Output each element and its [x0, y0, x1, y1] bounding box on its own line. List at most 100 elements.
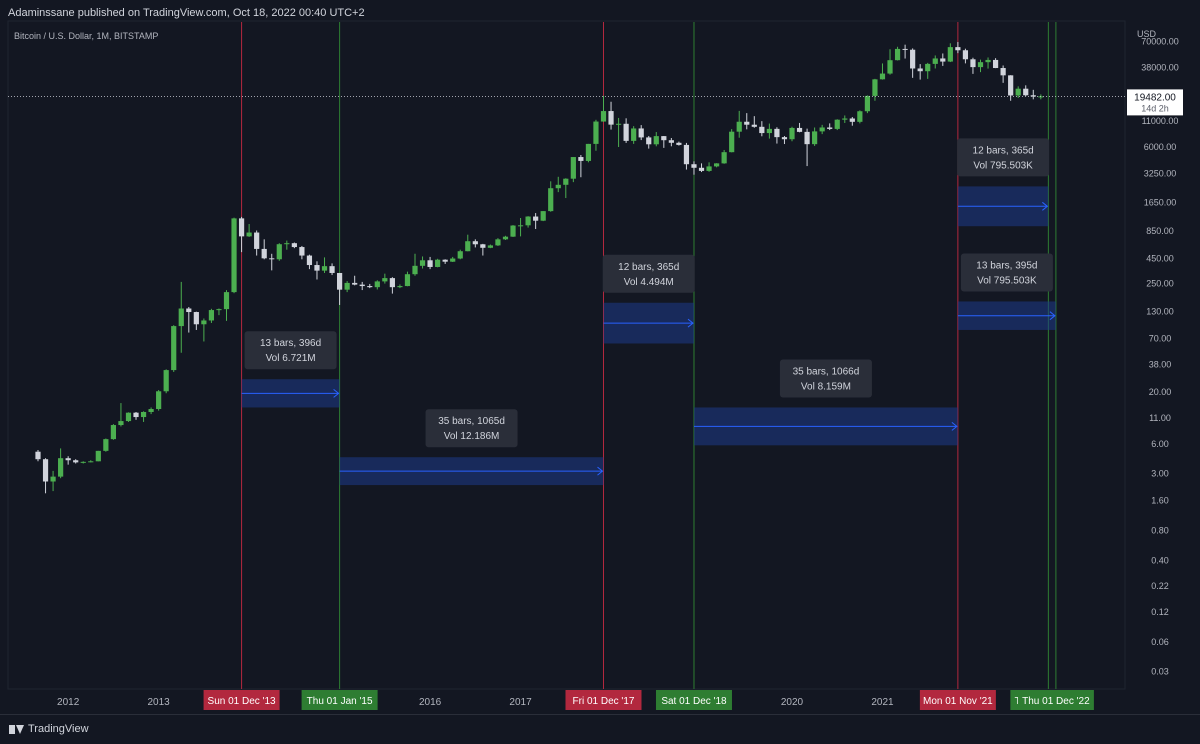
range-arrow-head: [1042, 201, 1049, 211]
candle-body: [789, 127, 795, 140]
y-tick-label: 1.60: [1151, 496, 1169, 506]
candle-body: [73, 460, 79, 463]
candle-body: [736, 121, 742, 132]
candle-body: [125, 412, 132, 422]
candle-body: [193, 312, 199, 325]
candle-body: [148, 409, 154, 412]
candle: [171, 325, 177, 372]
cycle-date-label: Thu 01 Dec '22: [1022, 696, 1090, 707]
candle-body: [563, 178, 569, 185]
candle: [140, 411, 147, 422]
plot-area: [7, 20, 1126, 690]
candle-body: [367, 286, 373, 288]
candle: [691, 161, 697, 175]
candle-body: [58, 458, 64, 477]
candle-body: [382, 278, 388, 282]
candle: [125, 412, 132, 422]
candle-body: [744, 121, 750, 125]
candle: [623, 118, 629, 143]
candle: [299, 245, 305, 260]
candle-body: [450, 258, 456, 262]
candle-body: [510, 225, 516, 237]
candle-body: [329, 266, 335, 273]
candle-body: [857, 111, 863, 122]
candle-body: [812, 131, 818, 145]
candle: [95, 450, 101, 462]
candle: [457, 249, 463, 260]
candle: [834, 119, 840, 131]
brand-label: TradingView: [28, 723, 89, 735]
candle: [1023, 85, 1029, 97]
range-volume-label: Vol 795.503K: [977, 275, 1037, 286]
candle-body: [95, 450, 101, 462]
tradingview-logo-icon: [9, 724, 24, 734]
candle-body: [284, 243, 290, 245]
candle-body: [374, 281, 380, 288]
candle: [789, 126, 795, 142]
candle-body: [721, 152, 727, 164]
candle: [50, 470, 56, 492]
candle-body: [201, 320, 207, 325]
bitcoin-monthly-chart[interactable]: 13 bars, 396d Vol 6.721M 35 bars, 1065d Vol…: [0, 0, 1200, 714]
candle: [857, 110, 863, 124]
y-tick-label: 0.22: [1151, 581, 1169, 591]
candle: [661, 136, 667, 148]
candle: [510, 225, 516, 237]
candle-body: [50, 476, 56, 482]
candle: [58, 448, 64, 479]
candle: [578, 155, 584, 178]
candle-body: [35, 451, 41, 460]
candle-body: [796, 127, 803, 132]
candle: [638, 125, 644, 141]
y-tick-label: 1650.00: [1144, 197, 1177, 207]
candle: [1000, 65, 1006, 83]
candle-body: [118, 421, 124, 426]
candle: [419, 256, 426, 269]
y-tick-label: 3.00: [1151, 469, 1169, 479]
tradingview-brand[interactable]: TradingView: [9, 723, 89, 735]
candle: [412, 253, 418, 276]
candle: [329, 263, 335, 276]
candle-body: [729, 131, 735, 153]
candle: [977, 59, 984, 73]
candle: [736, 110, 742, 138]
candle: [284, 240, 290, 250]
candle-body: [947, 47, 953, 62]
range-label-box: [244, 331, 337, 370]
candle-body: [208, 310, 215, 321]
candle: [540, 211, 546, 222]
candle: [879, 63, 886, 80]
candle: [955, 42, 961, 54]
candle: [148, 407, 154, 415]
range-bars-label: 35 bars, 1066d: [793, 366, 860, 377]
y-tick-label: 850.00: [1146, 226, 1174, 236]
candle-body: [156, 391, 162, 410]
x-tick-label: 2012: [57, 697, 80, 708]
candle-body: [254, 232, 260, 249]
candle-body: [585, 143, 592, 161]
range-label-box: [602, 254, 695, 293]
candle-body: [910, 49, 916, 69]
price-countdown: 14d 2h: [1141, 103, 1169, 113]
candle-body: [397, 286, 403, 288]
y-tick-label: 70.00: [1149, 333, 1172, 343]
candle: [721, 149, 727, 164]
y-tick-label: 11000.00: [1142, 116, 1179, 126]
candle-body: [389, 278, 395, 288]
candle: [238, 216, 245, 253]
x-tick-label: 2021: [871, 697, 894, 708]
cycle-date-badge: [203, 690, 280, 710]
y-tick-label: 0.03: [1151, 667, 1169, 677]
candle-body: [970, 59, 976, 68]
candle: [766, 123, 772, 139]
candle: [344, 281, 350, 293]
candle-body: [661, 136, 667, 141]
candle: [314, 261, 320, 280]
x-tick-label: 2017: [509, 697, 532, 708]
candle-body: [864, 95, 870, 112]
candle-body: [223, 292, 230, 310]
candle-body: [842, 118, 848, 120]
candle: [269, 253, 275, 271]
candle: [223, 290, 230, 321]
